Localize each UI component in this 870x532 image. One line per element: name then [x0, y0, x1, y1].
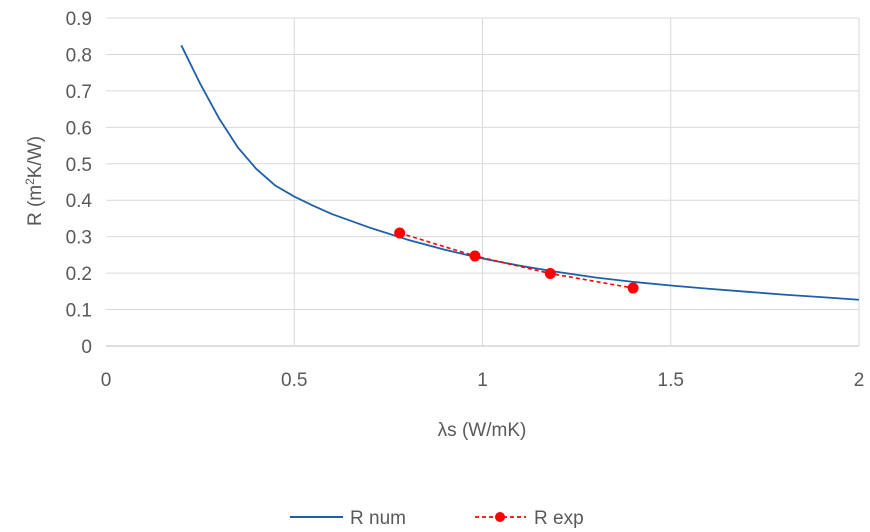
y-tick-label-8: 0.8: [66, 45, 92, 66]
legend-label-r-num: R num: [350, 508, 406, 529]
x-tick-label-2: 1: [477, 370, 488, 391]
y-tick-label-3: 0.3: [66, 228, 92, 249]
x-tick-label-3: 1.5: [658, 370, 684, 391]
y-tick-label-5: 0.5: [66, 155, 92, 176]
x-tick-label-0: 0: [101, 370, 112, 391]
x-tick-label-4: 2: [854, 370, 865, 391]
y-tick-label-2: 0.2: [66, 264, 92, 285]
y-tick-label-6: 0.6: [66, 118, 92, 139]
point-r-exp-1: [469, 250, 481, 262]
legend-marker-r-exp: [495, 512, 505, 522]
y-tick-label-0: 0: [81, 337, 92, 358]
y-tick-label-1: 0.1: [66, 301, 92, 322]
grid: [106, 17, 860, 347]
series-line-r-exp: [399, 232, 634, 289]
point-r-exp-3: [627, 282, 639, 294]
plot-area: [180, 44, 860, 301]
y-axis-ticks: 0 0.1 0.2 0.3 0.4 0.5 0.6 0.7 0.8 0.9: [66, 9, 93, 358]
y-tick-label-4: 0.4: [66, 191, 93, 212]
legend-label-r-exp: R exp: [534, 508, 584, 529]
y-tick-label-9: 0.9: [66, 9, 92, 30]
series-line-r-num: [180, 44, 860, 301]
legend: R num R exp: [290, 508, 584, 529]
y-axis-title-part-2: K/W): [25, 136, 46, 178]
y-axis-title-superscript: 2: [23, 178, 37, 185]
x-axis-title: λs (W/mK): [438, 420, 527, 441]
y-axis-title-part-1: R (m: [25, 185, 46, 226]
point-r-exp-0: [394, 227, 406, 239]
x-tick-label-1: 0.5: [281, 370, 307, 391]
x-axis-ticks: 0 0.5 1 1.5 2: [101, 370, 865, 391]
point-r-exp-2: [544, 267, 556, 279]
y-axis-title: R (m2K/W): [23, 136, 46, 226]
y-tick-label-7: 0.7: [66, 82, 92, 103]
